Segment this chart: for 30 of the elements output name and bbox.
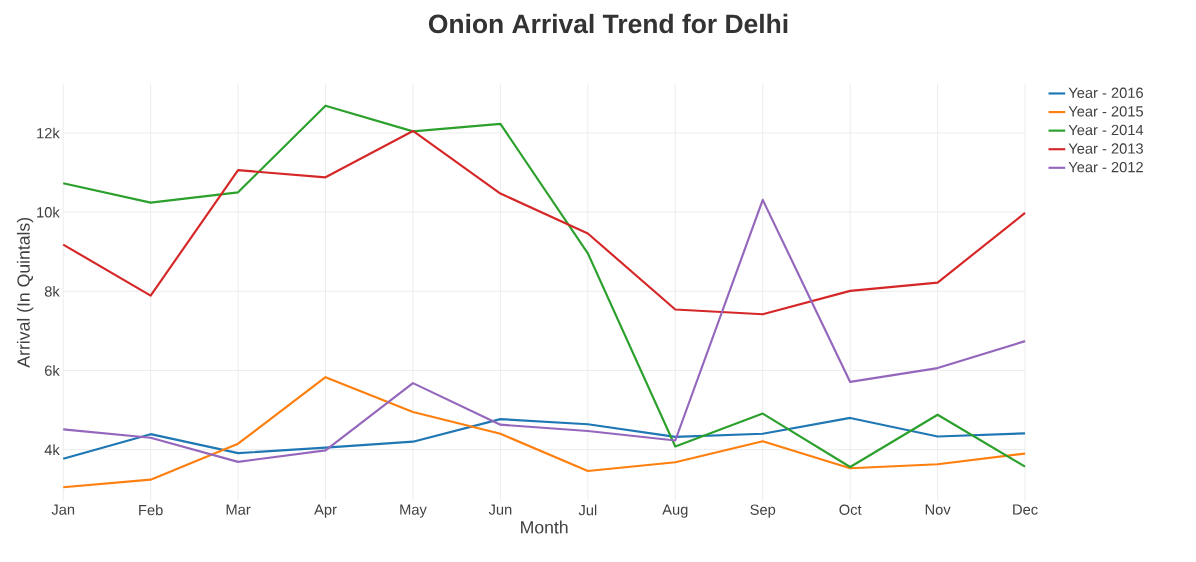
- legend-label: Year - 2012: [1068, 161, 1143, 173]
- x-tick-label: Dec: [1013, 504, 1038, 515]
- x-tick-label: Jun: [488, 504, 512, 515]
- y-tick-label: 12k: [37, 127, 60, 139]
- y-tick-label: 8k: [44, 285, 60, 297]
- x-tick-label: Apr: [314, 504, 337, 518]
- y-tick-label: 6k: [44, 365, 60, 376]
- x-tick-label: Sep: [750, 504, 776, 518]
- legend-label: Year - 2015: [1068, 106, 1143, 117]
- legend-label: Year - 2013: [1068, 143, 1143, 154]
- y-tick-label: 10k: [37, 206, 60, 218]
- x-tick-label: Aug: [662, 504, 688, 518]
- legend-label: Year - 2016: [1068, 87, 1143, 99]
- legend-label: Year - 2014: [1068, 124, 1144, 136]
- line-series: [62, 416, 1027, 460]
- line-series: [62, 129, 1027, 316]
- y-tick-label: 4k: [44, 444, 60, 455]
- x-tick-label: Nov: [925, 504, 951, 515]
- x-tick-label: Feb: [139, 504, 163, 516]
- x-tick-label: Oct: [839, 504, 862, 515]
- x-tick-label: Jan: [51, 504, 75, 515]
- chart-title: Onion Arrival Trend for Delhi: [428, 13, 788, 34]
- y-axis-title: Arrival (In Quintals): [16, 218, 34, 368]
- x-tick-label: May: [400, 504, 427, 518]
- x-axis-title: Month: [521, 520, 568, 534]
- x-tick-label: Jul: [578, 504, 597, 516]
- line-series: [62, 104, 1027, 469]
- line-series: [62, 198, 1027, 463]
- x-tick-label: Mar: [226, 504, 251, 515]
- line-series: [62, 376, 1027, 489]
